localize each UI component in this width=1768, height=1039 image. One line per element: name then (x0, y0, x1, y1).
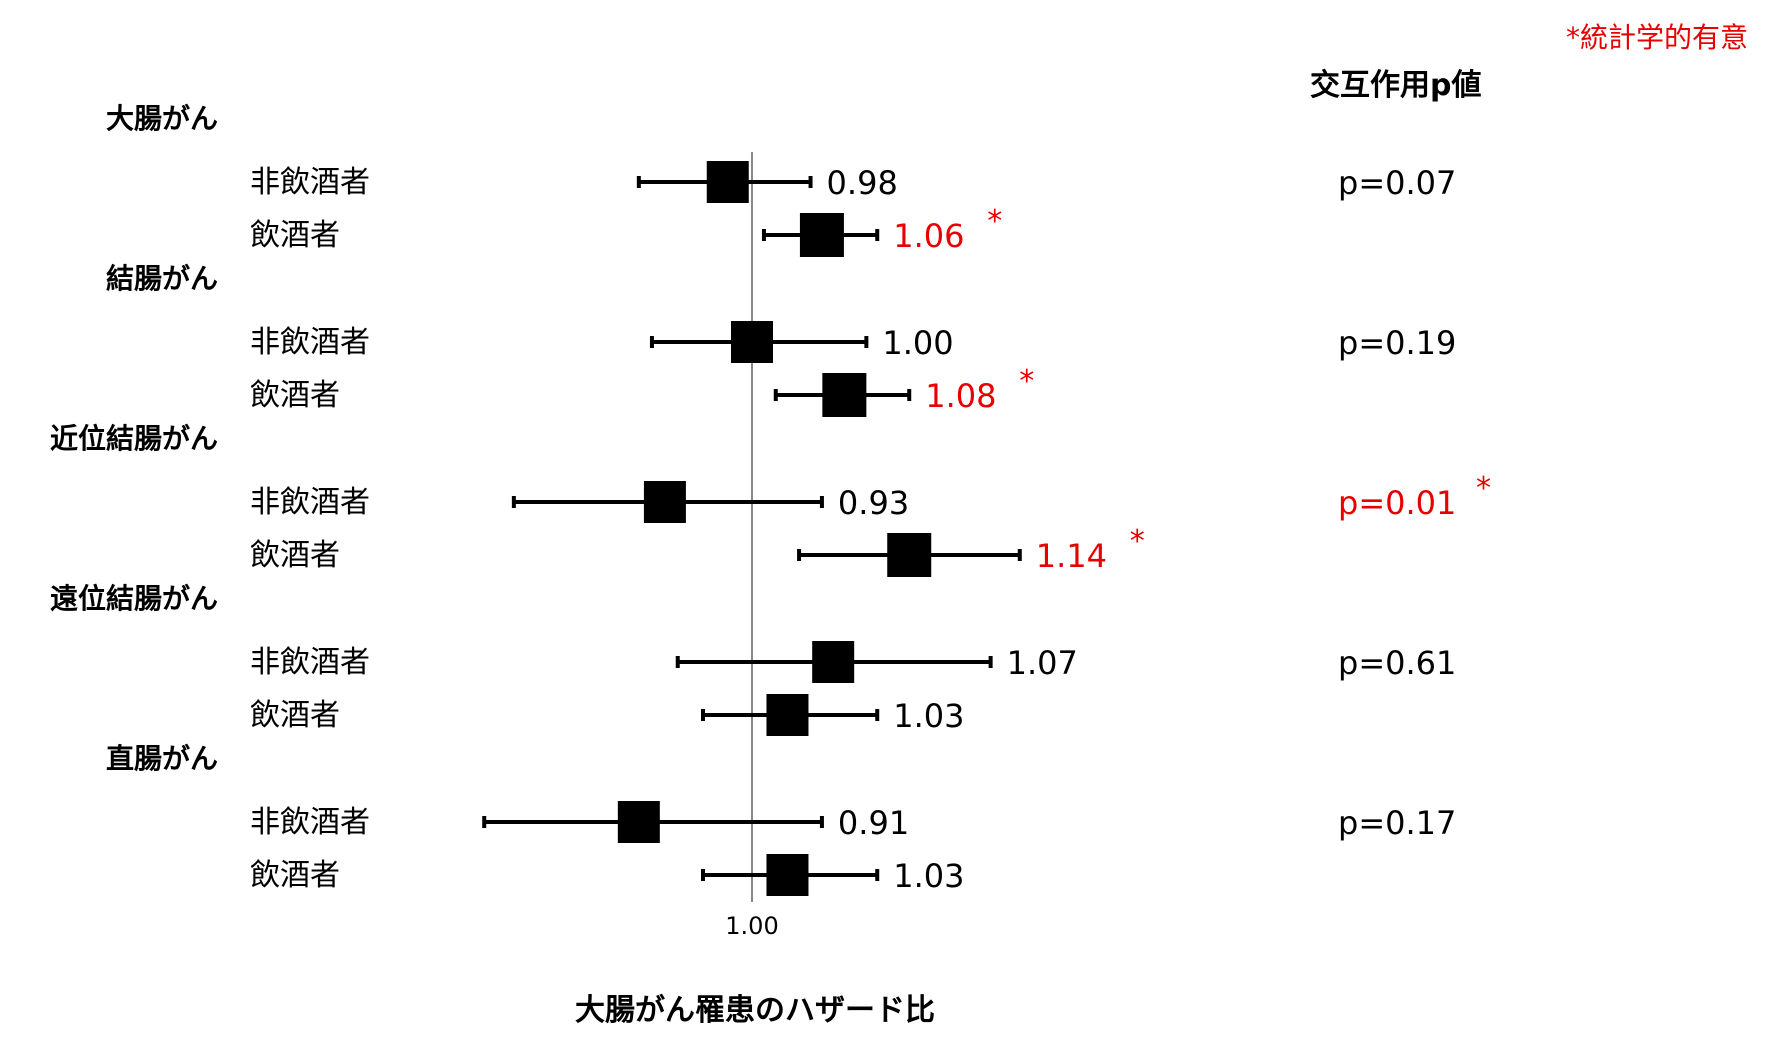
row-label: 非飲酒者 (250, 325, 370, 360)
hr-marker (766, 854, 809, 896)
row-label: 非飲酒者 (250, 485, 370, 520)
row-label: 非飲酒者 (250, 805, 370, 840)
group-label: 大腸がん (106, 102, 218, 135)
group-label: 結腸がん (106, 262, 218, 295)
row-label: 飲酒者 (250, 378, 340, 413)
interaction-pvalue: p=0.07 (1338, 164, 1456, 202)
row-label: 飲酒者 (250, 698, 340, 733)
pvalue-significance-asterisk: * (1476, 471, 1491, 506)
hr-value-label: 1.03 (893, 697, 964, 735)
interaction-pvalue: p=0.17 (1338, 804, 1456, 842)
hr-value-label: 0.91 (838, 804, 909, 842)
row-label: 飲酒者 (250, 538, 340, 573)
row-label: 飲酒者 (250, 858, 340, 893)
hr-marker (822, 373, 867, 417)
row-label: 非飲酒者 (250, 165, 370, 200)
row-label: 飲酒者 (250, 218, 340, 253)
hr-marker (812, 641, 855, 683)
significance-asterisk: * (987, 204, 1002, 239)
significance-asterisk: * (1019, 364, 1034, 399)
hr-marker (706, 161, 749, 203)
hr-value-label: 1.06 (893, 217, 964, 255)
hr-marker (766, 694, 809, 736)
hr-marker (643, 481, 686, 523)
hr-value-label: 0.93 (838, 484, 909, 522)
hr-value-label: 1.00 (882, 324, 953, 362)
hr-marker (617, 801, 660, 843)
row-label: 非飲酒者 (250, 645, 370, 680)
interaction-pvalue-header: 交互作用p値 (1310, 68, 1482, 103)
hr-value-label: 1.03 (893, 857, 964, 895)
reference-tick-label: 1.00 (725, 912, 778, 940)
interaction-pvalue: p=0.01 (1338, 484, 1456, 522)
group-label: 直腸がん (106, 742, 218, 775)
hr-value-label: 0.98 (827, 164, 898, 202)
hr-marker (731, 321, 773, 363)
interaction-pvalue: p=0.19 (1338, 324, 1456, 362)
hr-value-label: 1.14 (1036, 537, 1107, 575)
significance-legend-note: *統計学的有意 (1565, 21, 1748, 54)
group-label: 近位結腸がん (50, 422, 218, 455)
interaction-pvalue: p=0.61 (1338, 644, 1456, 682)
hr-marker (799, 213, 844, 257)
hr-value-label: 1.08 (925, 377, 996, 415)
hr-marker (887, 533, 932, 577)
significance-asterisk: * (1130, 524, 1145, 559)
x-axis-title: 大腸がん罹患のハザード比 (575, 993, 935, 1028)
hr-value-label: 1.07 (1007, 644, 1078, 682)
group-label: 遠位結腸がん (50, 582, 218, 615)
